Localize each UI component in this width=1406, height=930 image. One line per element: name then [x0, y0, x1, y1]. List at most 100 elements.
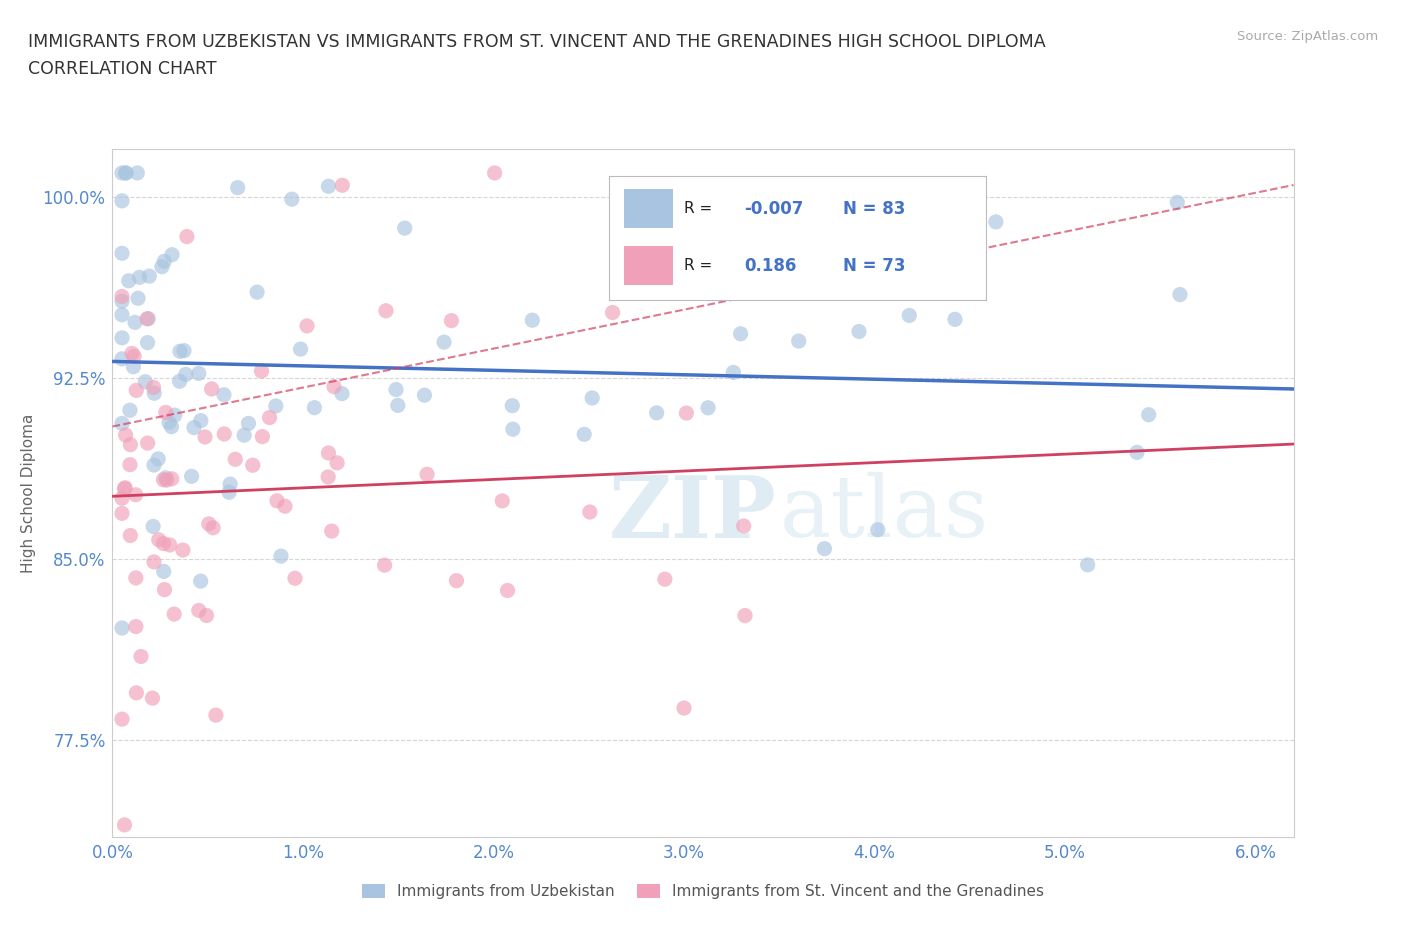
- Point: [160, 247, 183, 262]
- Point: [212, 427, 235, 442]
- Point: [284, 571, 307, 586]
- Point: [155, 405, 177, 419]
- Point: [160, 419, 183, 434]
- Point: [242, 458, 264, 472]
- Point: [318, 179, 340, 193]
- Point: [122, 349, 145, 364]
- Point: [579, 505, 602, 520]
- Point: [574, 427, 596, 442]
- Point: [111, 330, 134, 345]
- Point: [187, 366, 209, 381]
- Point: [125, 619, 148, 634]
- Point: [115, 166, 138, 180]
- Point: [153, 582, 176, 597]
- Point: [501, 398, 523, 413]
- Point: [413, 388, 436, 403]
- Point: [169, 374, 191, 389]
- Point: [121, 346, 143, 361]
- Point: [270, 549, 292, 564]
- Point: [250, 364, 273, 379]
- Point: [387, 398, 409, 413]
- Point: [264, 398, 287, 413]
- Point: [124, 315, 146, 330]
- Point: [848, 324, 870, 339]
- Point: [112, 481, 135, 496]
- Point: [787, 334, 810, 349]
- Point: [675, 405, 697, 420]
- Point: [581, 391, 603, 405]
- Y-axis label: High School Diploma: High School Diploma: [21, 413, 35, 573]
- Text: IMMIGRANTS FROM UZBEKISTAN VS IMMIGRANTS FROM ST. VINCENT AND THE GRENADINES HIG: IMMIGRANTS FROM UZBEKISTAN VS IMMIGRANTS…: [28, 33, 1046, 50]
- Point: [238, 416, 260, 431]
- Point: [281, 192, 304, 206]
- Point: [142, 380, 165, 395]
- Point: [125, 383, 148, 398]
- Legend: Immigrants from Uzbekistan, Immigrants from St. Vincent and the Grenadines: Immigrants from Uzbekistan, Immigrants f…: [356, 878, 1050, 905]
- Point: [266, 493, 288, 508]
- Point: [183, 420, 205, 435]
- Point: [195, 608, 218, 623]
- Point: [394, 220, 416, 235]
- Point: [157, 415, 180, 430]
- Point: [321, 524, 343, 538]
- Point: [163, 606, 186, 621]
- Point: [174, 367, 197, 382]
- Point: [484, 166, 506, 180]
- Point: [118, 458, 141, 472]
- Point: [304, 400, 326, 415]
- Point: [502, 422, 524, 437]
- Point: [734, 608, 756, 623]
- Point: [224, 452, 246, 467]
- Point: [252, 429, 274, 444]
- Point: [111, 491, 134, 506]
- Point: [433, 335, 456, 350]
- Point: [602, 305, 624, 320]
- Point: [672, 700, 695, 715]
- Point: [114, 166, 136, 180]
- Point: [111, 193, 134, 208]
- Point: [1077, 557, 1099, 572]
- Point: [326, 456, 349, 471]
- Point: [163, 407, 186, 422]
- Point: [114, 481, 136, 496]
- Point: [152, 536, 174, 551]
- Point: [180, 469, 202, 484]
- Point: [212, 387, 235, 402]
- Point: [143, 386, 166, 401]
- Point: [218, 485, 240, 499]
- Point: [129, 649, 152, 664]
- Point: [172, 542, 194, 557]
- Point: [111, 294, 134, 309]
- Point: [697, 400, 720, 415]
- Point: [124, 487, 146, 502]
- Point: [142, 554, 165, 569]
- Point: [943, 312, 966, 326]
- Point: [330, 178, 353, 193]
- Point: [318, 445, 340, 460]
- Point: [138, 269, 160, 284]
- Point: [152, 564, 174, 578]
- Point: [233, 428, 256, 443]
- Point: [194, 430, 217, 445]
- Point: [148, 532, 170, 547]
- Point: [733, 519, 755, 534]
- Point: [446, 573, 468, 588]
- Point: [226, 180, 249, 195]
- Point: [190, 574, 212, 589]
- Point: [148, 451, 170, 466]
- Point: [866, 523, 889, 538]
- Point: [176, 229, 198, 244]
- Point: [323, 379, 346, 394]
- Point: [111, 416, 134, 431]
- Point: [111, 308, 134, 323]
- Point: [120, 437, 142, 452]
- Point: [153, 254, 176, 269]
- Point: [111, 620, 134, 635]
- Point: [111, 711, 134, 726]
- Point: [136, 312, 159, 326]
- Point: [118, 403, 141, 418]
- Text: atlas: atlas: [780, 472, 988, 555]
- Point: [201, 381, 224, 396]
- Point: [136, 312, 159, 326]
- Point: [173, 343, 195, 358]
